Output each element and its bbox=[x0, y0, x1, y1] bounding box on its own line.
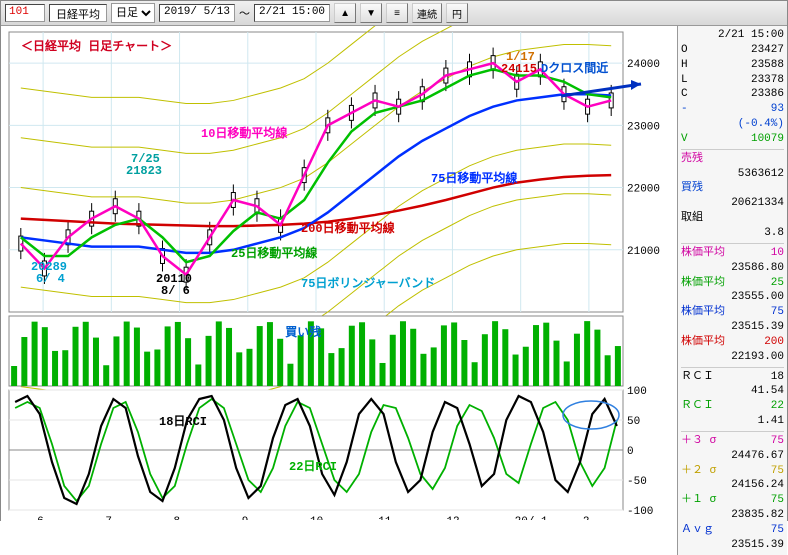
svg-text:24000: 24000 bbox=[627, 59, 660, 71]
svg-text:2: 2 bbox=[583, 516, 590, 520]
up-button[interactable]: ▲ bbox=[334, 3, 356, 23]
svg-text:12: 12 bbox=[446, 516, 459, 520]
svg-text:買い残: 買い残 bbox=[285, 324, 321, 340]
svg-text:7: 7 bbox=[105, 516, 112, 520]
svg-text:9: 9 bbox=[242, 516, 249, 520]
side-row: 1.41 bbox=[681, 414, 784, 429]
side-row: 22193.00 bbox=[681, 350, 784, 365]
side-row: ＲＣＩ22 bbox=[681, 399, 784, 414]
svg-text:8/ 6: 8/ 6 bbox=[161, 284, 190, 298]
svg-text:21000: 21000 bbox=[627, 246, 660, 258]
yen-button[interactable]: 円 bbox=[446, 3, 468, 23]
side-row: ＋１ σ75 bbox=[681, 493, 784, 508]
date-from[interactable]: 2019/ 5/13 bbox=[159, 4, 235, 22]
svg-text:20/ 1: 20/ 1 bbox=[515, 516, 548, 520]
side-datetime: 2/21 15:00 bbox=[681, 28, 784, 43]
side-row: 株価平均75 bbox=[681, 305, 784, 320]
svg-text:11: 11 bbox=[378, 516, 392, 520]
side-row: 20621334 bbox=[681, 196, 784, 211]
symbol-name: 日経平均 bbox=[49, 4, 107, 22]
side-row: 41.54 bbox=[681, 384, 784, 399]
svg-text:50: 50 bbox=[627, 416, 640, 428]
svg-text:＜日経平均 日足チャート＞: ＜日経平均 日足チャート＞ bbox=[21, 38, 172, 54]
side-row: 取組 bbox=[681, 211, 784, 226]
chart-svg: 21000220002300024000＜日経平均 日足チャート＞10日移動平均… bbox=[1, 26, 671, 520]
svg-text:24115: 24115 bbox=[501, 62, 537, 76]
app-window: 101 日経平均 日足 2019/ 5/13 〜 2/21 15:00 ▲ ▼ … bbox=[0, 0, 788, 521]
svg-text:0: 0 bbox=[627, 446, 634, 458]
svg-text:6: 6 bbox=[37, 516, 44, 520]
chart-area: 21000220002300024000＜日経平均 日足チャート＞10日移動平均… bbox=[1, 26, 677, 555]
side-row: 23555.00 bbox=[681, 290, 784, 305]
change-row: -93 bbox=[681, 102, 784, 117]
side-row: 売残 bbox=[681, 152, 784, 167]
svg-text:22日RCI: 22日RCI bbox=[289, 459, 337, 474]
svg-text:200日移動平均線: 200日移動平均線 bbox=[301, 220, 395, 236]
side-row: 3.8 bbox=[681, 226, 784, 241]
ohlc-row: H23588 bbox=[681, 58, 784, 73]
date-to[interactable]: 2/21 15:00 bbox=[254, 4, 330, 22]
svg-text:100: 100 bbox=[627, 386, 647, 398]
side-row: 23586.80 bbox=[681, 261, 784, 276]
side-row: 23515.39 bbox=[681, 538, 784, 553]
ohlc-row: L23378 bbox=[681, 73, 784, 88]
side-row: 株価平均10 bbox=[681, 246, 784, 261]
svg-text:18日RCI: 18日RCI bbox=[159, 414, 207, 429]
side-row: ＋３ σ75 bbox=[681, 434, 784, 449]
svg-text:8: 8 bbox=[174, 516, 181, 520]
side-row: 株価平均25 bbox=[681, 276, 784, 291]
side-row: 買残 bbox=[681, 181, 784, 196]
svg-text:10: 10 bbox=[310, 516, 323, 520]
ohlc-row: O23427 bbox=[681, 43, 784, 58]
ohlc-row: C23386 bbox=[681, 87, 784, 102]
svg-text:75日移動平均線: 75日移動平均線 bbox=[431, 170, 517, 186]
down-button[interactable]: ▼ bbox=[360, 3, 382, 23]
side-row: 株価平均200 bbox=[681, 335, 784, 350]
side-row: 24476.67 bbox=[681, 449, 784, 464]
side-panel: 2/21 15:00O23427H23588L23378C23386-93(-0… bbox=[677, 26, 787, 555]
date-sep: 〜 bbox=[239, 5, 250, 21]
svg-text:-100: -100 bbox=[627, 506, 653, 518]
change-pct: (-0.4%) bbox=[681, 117, 784, 132]
side-row: ＋２ σ75 bbox=[681, 464, 784, 479]
svg-text:-50: -50 bbox=[627, 476, 647, 488]
toolbar: 101 日経平均 日足 2019/ 5/13 〜 2/21 15:00 ▲ ▼ … bbox=[1, 1, 787, 26]
side-row: 5363612 bbox=[681, 167, 784, 182]
svg-text:10日移動平均線: 10日移動平均線 bbox=[201, 125, 287, 141]
side-row: 24156.24 bbox=[681, 478, 784, 493]
timeframe-select[interactable]: 日足 bbox=[111, 3, 155, 23]
svg-text:23000: 23000 bbox=[627, 121, 660, 133]
svg-text:25日移動平均線: 25日移動平均線 bbox=[231, 245, 317, 261]
code-input[interactable]: 101 bbox=[5, 4, 45, 22]
volume-row: V10079 bbox=[681, 132, 784, 147]
menu-button[interactable]: ≡ bbox=[386, 3, 408, 23]
svg-text:6/ 4: 6/ 4 bbox=[36, 272, 65, 286]
main-area: 21000220002300024000＜日経平均 日足チャート＞10日移動平均… bbox=[1, 26, 787, 555]
svg-text:Dクロス間近: Dクロス間近 bbox=[541, 60, 608, 76]
side-row: ＲＣＩ18 bbox=[681, 370, 784, 385]
svg-text:21823: 21823 bbox=[126, 164, 162, 178]
side-row: Ａｖｇ75 bbox=[681, 523, 784, 538]
side-row: 23515.39 bbox=[681, 320, 784, 335]
svg-text:75日ボリンジャーバンド: 75日ボリンジャーバンド bbox=[301, 275, 435, 291]
svg-text:22000: 22000 bbox=[627, 184, 660, 196]
continuous-button[interactable]: 連続 bbox=[412, 3, 442, 23]
